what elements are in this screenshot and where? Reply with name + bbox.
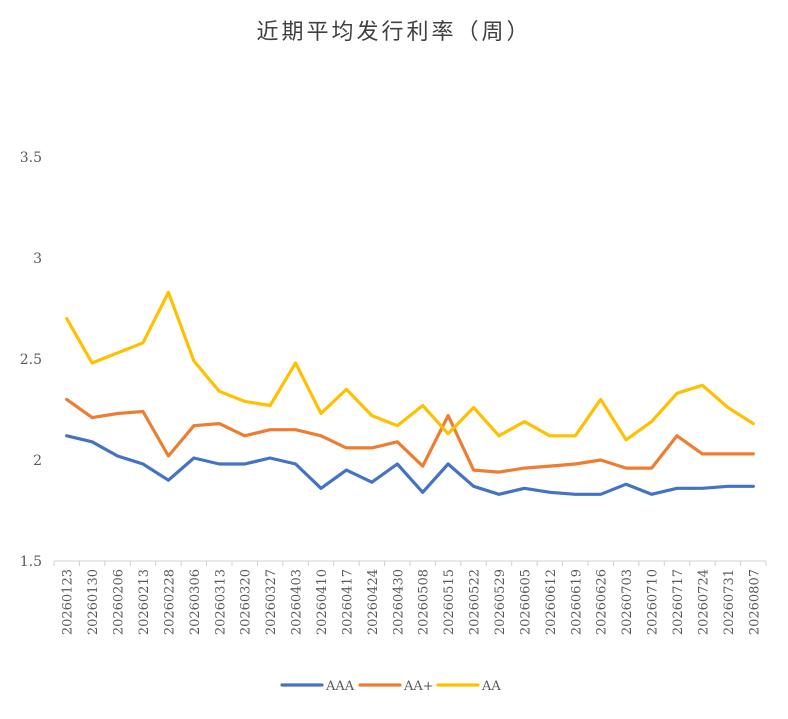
x-tick-label: 20260410 — [315, 569, 330, 635]
x-tick-label: 20260731 — [722, 569, 737, 635]
series-line-aaa — [65, 434, 755, 496]
x-tick-label: 20260417 — [340, 569, 355, 635]
y-tick-label: 2.5 — [20, 352, 42, 368]
x-tick-label: 20260612 — [544, 569, 559, 635]
chart-title: 近期平均发行利率（周） — [256, 20, 532, 45]
y-tick-label: 3 — [33, 251, 42, 267]
y-tick-label: 1.5 — [20, 554, 42, 570]
x-tick-label: 20260213 — [137, 569, 152, 635]
x-tick-label: 20260123 — [61, 569, 76, 635]
legend-label-aa-plus: AA+ — [403, 679, 434, 694]
x-tick-label: 20260605 — [518, 569, 533, 635]
x-tick-label: 20260403 — [290, 569, 305, 635]
x-tick-label: 20260724 — [696, 569, 711, 635]
x-tick-label: 20260327 — [264, 569, 279, 635]
x-tick-label: 20260703 — [620, 569, 635, 635]
legend-label-aaa: AAA — [325, 679, 355, 694]
x-tick-label: 20260508 — [417, 569, 432, 635]
y-tick-label: 2 — [33, 453, 42, 469]
x-tick-label: 20260717 — [671, 569, 686, 635]
series-line-aa — [65, 290, 755, 442]
y-tick-label: 3.5 — [20, 150, 42, 166]
x-tick-label: 20260313 — [213, 569, 228, 635]
series-line-aa-plus — [65, 397, 755, 474]
x-tick-label: 20260529 — [493, 569, 508, 635]
x-tick-label: 20260424 — [366, 569, 381, 635]
x-tick-label: 20260228 — [162, 569, 177, 635]
x-tick-label: 20260807 — [747, 569, 762, 635]
x-tick-label: 20260306 — [188, 569, 203, 635]
x-tick-label: 20260626 — [595, 569, 610, 635]
x-tick-label: 20260430 — [391, 569, 406, 635]
x-tick-label: 20260320 — [239, 569, 254, 635]
x-tick-label: 20260522 — [468, 569, 483, 635]
x-tick-label: 20260515 — [442, 569, 457, 635]
x-tick-label: 20260206 — [112, 569, 127, 635]
x-tick-label: 20260710 — [646, 569, 661, 635]
x-tick-label: 20260619 — [569, 569, 584, 635]
legend-label-aa: AA — [481, 679, 501, 694]
x-tick-label: 20260130 — [86, 569, 101, 635]
